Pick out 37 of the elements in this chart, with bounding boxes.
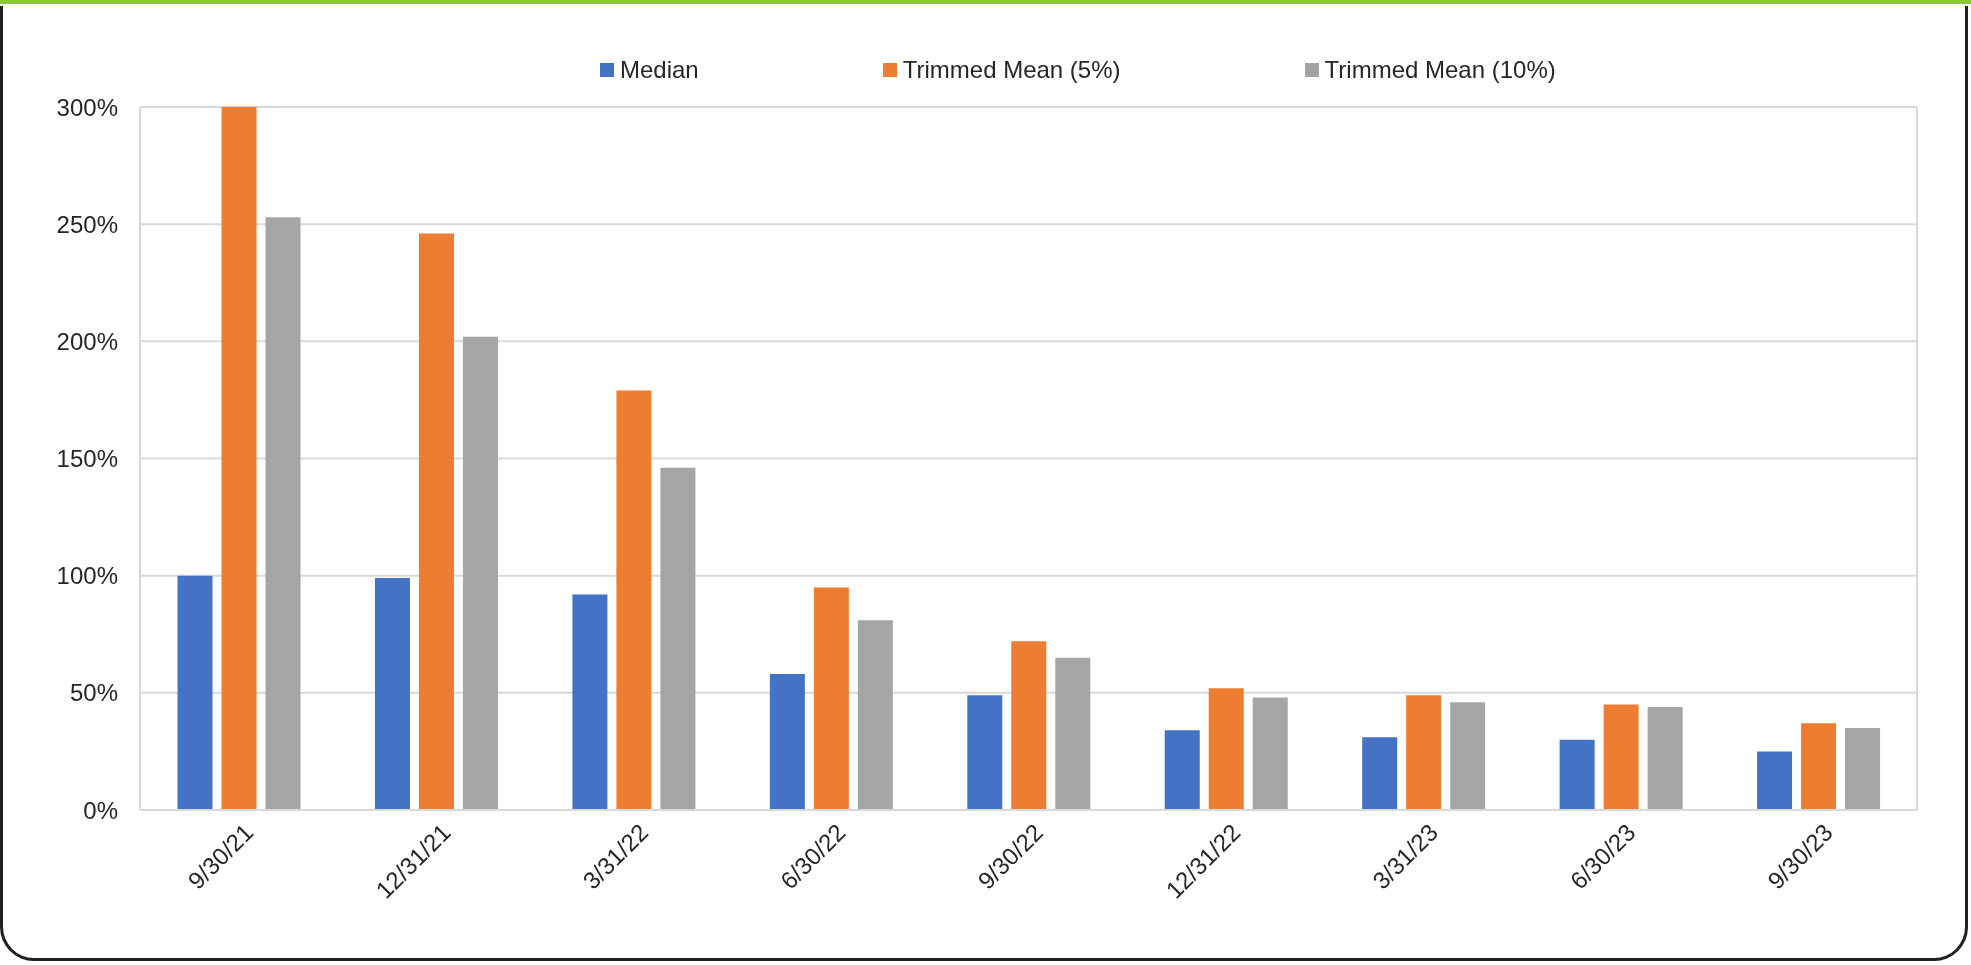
y-tick-label: 200% <box>56 327 118 355</box>
y-tick-label: 250% <box>56 210 118 238</box>
bar <box>1757 751 1793 810</box>
bar <box>1450 702 1486 810</box>
bar <box>1252 697 1288 810</box>
bar <box>616 390 652 810</box>
bar <box>769 674 805 810</box>
bar <box>1801 723 1837 810</box>
y-tick-label: 50% <box>69 679 118 707</box>
bar <box>1559 739 1595 810</box>
y-tick-label: 300% <box>56 93 118 121</box>
bar <box>177 575 213 810</box>
bar <box>572 594 608 810</box>
legend-label: Trimmed Mean (10%) <box>1324 56 1556 84</box>
bar <box>221 107 257 810</box>
bar <box>660 467 696 810</box>
y-tick-label: 100% <box>56 562 118 590</box>
bar <box>1647 706 1683 810</box>
bar <box>1406 695 1442 810</box>
bar <box>1164 730 1200 810</box>
bar <box>967 695 1003 810</box>
y-tick-label: 150% <box>56 445 118 473</box>
bar <box>462 336 498 810</box>
bar <box>418 233 454 810</box>
bar <box>1603 704 1639 810</box>
legend-label: Median <box>620 56 699 84</box>
bar <box>1362 737 1398 810</box>
bar <box>265 217 301 810</box>
legend-label: Trimmed Mean (5%) <box>902 56 1121 84</box>
bar <box>1011 641 1047 810</box>
bar <box>1208 688 1244 810</box>
bar <box>1845 727 1881 810</box>
bar <box>857 620 893 810</box>
bar <box>1055 657 1091 810</box>
bar <box>374 578 410 810</box>
y-tick-label: 0% <box>83 796 118 824</box>
bar <box>813 587 849 810</box>
